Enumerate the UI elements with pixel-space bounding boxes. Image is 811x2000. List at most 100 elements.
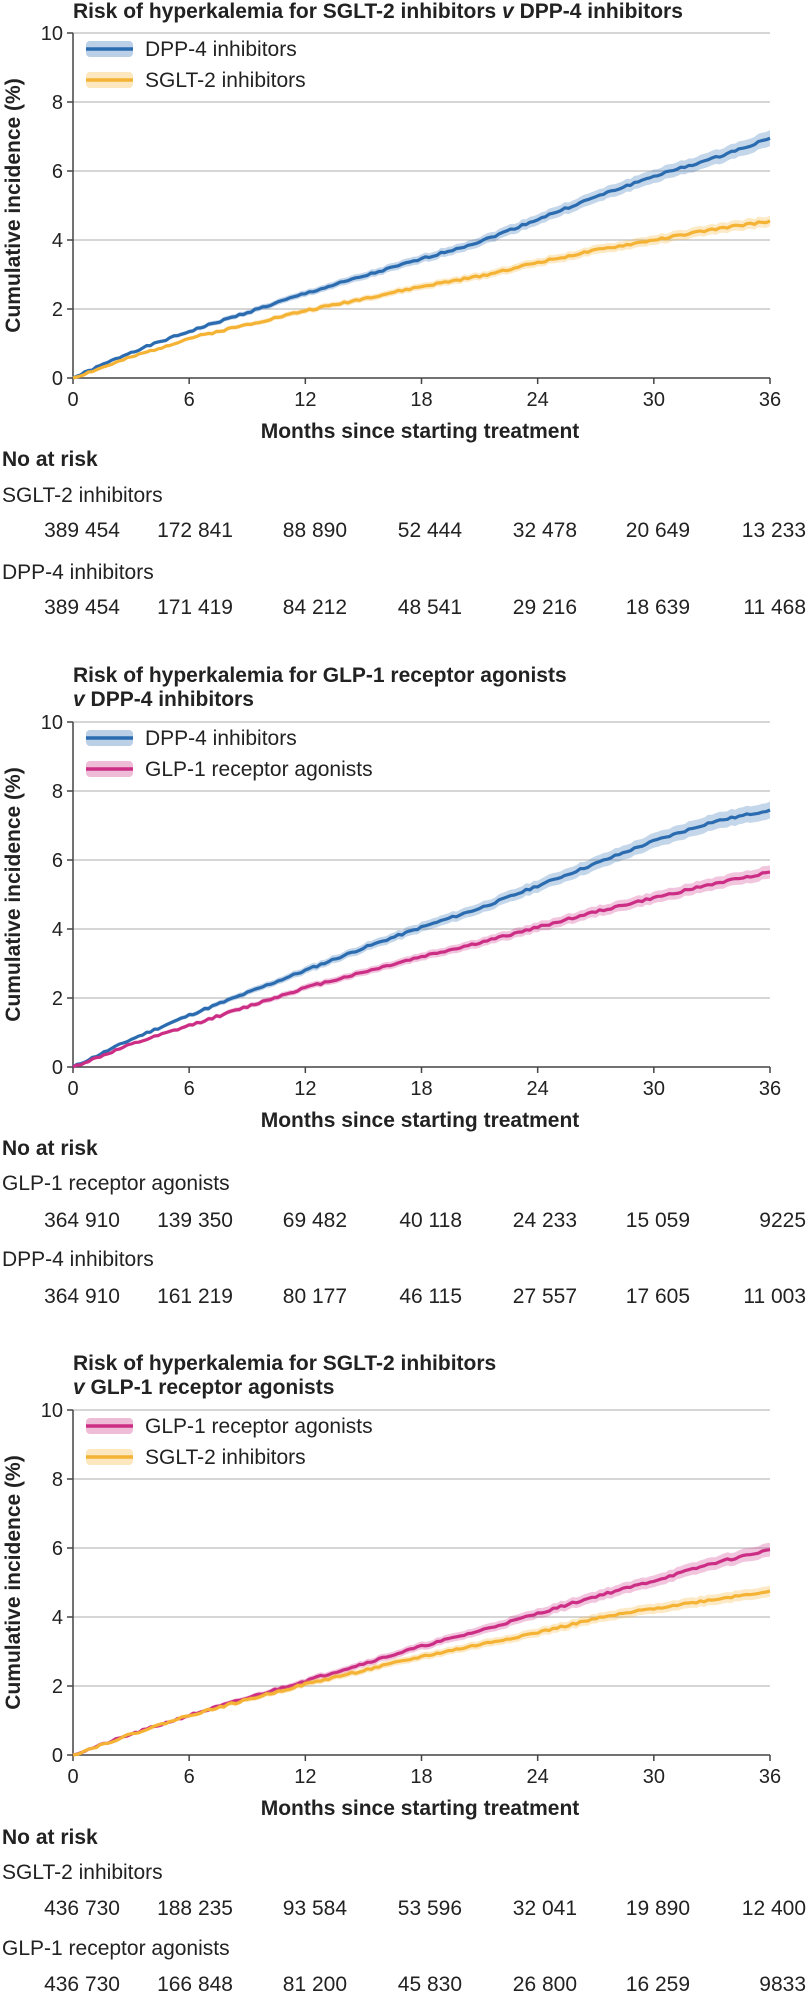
at-risk-count: 24 233 [512, 1209, 577, 1232]
at-risk-count: 389 454 [44, 596, 120, 619]
legend-label: GLP-1 receptor agonists [145, 758, 373, 781]
at-risk-group-label: SGLT-2 inhibitors [2, 1861, 163, 1884]
series-line [72, 136, 771, 380]
y-tick-label: 4 [52, 230, 63, 252]
at-risk-count: 9225 [759, 1209, 806, 1232]
at-risk-count: 364 910 [44, 1285, 120, 1308]
x-tick-label: 12 [294, 389, 316, 411]
x-tick-label: 36 [759, 1766, 781, 1788]
y-axis-label: Cumulative incidence (%) [2, 1455, 25, 1709]
y-tick-label: 0 [52, 1057, 63, 1079]
x-tick-label: 36 [759, 389, 781, 411]
y-axis-label: Cumulative incidence (%) [2, 78, 25, 332]
x-tick-label: 0 [67, 1078, 78, 1100]
at-risk-count: 29 216 [512, 596, 577, 619]
at-risk-row: 436 730 188 235 93 584 53 596 32 041 19 890 12… [0, 1897, 811, 1923]
at-risk-count: 53 596 [397, 1897, 462, 1920]
x-tick-label: 24 [527, 389, 549, 411]
at-risk-count: 40 118 [399, 1209, 462, 1232]
at-risk-count: 20 649 [625, 519, 690, 542]
at-risk-count: 172 841 [157, 519, 233, 542]
x-tick-label: 6 [184, 1078, 195, 1100]
at-risk-count: 48 541 [397, 596, 462, 619]
at-risk-count: 436 730 [44, 1973, 120, 1996]
at-risk-count: 93 584 [282, 1897, 347, 1920]
legend-label: GLP-1 receptor agonists [145, 1415, 373, 1438]
x-tick-label: 0 [67, 1766, 78, 1788]
confidence-band [73, 130, 770, 378]
at-risk-count: 166 848 [157, 1973, 233, 1996]
legend-label: DPP-4 inhibitors [145, 727, 297, 750]
y-tick-label: 4 [52, 919, 63, 941]
at-risk-count: 88 890 [282, 519, 347, 542]
at-risk-row: 389 454 171 419 84 212 48 541 29 216 18 639 11… [0, 596, 811, 622]
at-risk-count: 27 557 [512, 1285, 577, 1308]
y-axis-label: Cumulative incidence (%) [2, 767, 25, 1021]
x-tick-label: 18 [410, 389, 432, 411]
at-risk-count: 139 350 [157, 1209, 233, 1232]
at-risk-group-label: GLP-1 receptor agonists [2, 1937, 230, 1960]
at-risk-count: 16 259 [625, 1973, 690, 1996]
y-tick-label: 0 [52, 368, 63, 390]
y-tick-label: 6 [52, 161, 63, 183]
at-risk-heading: No at risk [2, 448, 98, 471]
x-tick-label: 24 [527, 1078, 549, 1100]
confidence-band [73, 1542, 770, 1755]
at-risk-count: 364 910 [44, 1209, 120, 1232]
x-tick-label: 18 [410, 1766, 432, 1788]
y-tick-label: 10 [41, 1400, 63, 1422]
at-risk-count: 80 177 [282, 1285, 347, 1308]
at-risk-count: 11 003 [743, 1285, 806, 1308]
at-risk-count: 18 639 [625, 596, 690, 619]
series-line [72, 219, 771, 380]
at-risk-count: 15 059 [625, 1209, 690, 1232]
series-line [72, 808, 771, 1069]
x-tick-label: 12 [294, 1078, 316, 1100]
confidence-band [73, 1585, 770, 1755]
at-risk-count: 46 115 [399, 1285, 462, 1308]
legend-label: SGLT-2 inhibitors [145, 69, 306, 92]
at-risk-heading: No at risk [2, 1826, 98, 1849]
at-risk-count: 81 200 [282, 1973, 347, 1996]
x-tick-label: 0 [67, 389, 78, 411]
at-risk-group-label: DPP-4 inhibitors [2, 1248, 154, 1271]
chart-title: Risk of hyperkalemia for SGLT-2 inhibito… [73, 1352, 497, 1399]
at-risk-row: 436 730 166 848 81 200 45 830 26 800 16 259 98… [0, 1973, 811, 1999]
x-tick-label: 30 [643, 389, 665, 411]
x-tick-label: 30 [643, 1766, 665, 1788]
y-tick-label: 6 [52, 1538, 63, 1560]
at-risk-count: 69 482 [282, 1209, 347, 1232]
series-line [72, 870, 771, 1069]
x-tick-label: 6 [184, 389, 195, 411]
chart-title: Risk of hyperkalemia for SGLT-2 inhibito… [73, 0, 683, 23]
y-tick-label: 6 [52, 850, 63, 872]
at-risk-row: 389 454 172 841 88 890 52 444 32 478 20 649 13… [0, 519, 811, 545]
at-risk-group-label: GLP-1 receptor agonists [2, 1172, 230, 1195]
y-tick-label: 8 [52, 781, 63, 803]
x-axis-label: Months since starting treatment [261, 1797, 580, 1820]
at-risk-count: 436 730 [44, 1897, 120, 1920]
x-axis-label: Months since starting treatment [261, 1109, 580, 1132]
y-tick-label: 10 [41, 712, 63, 734]
y-tick-label: 2 [52, 1676, 63, 1698]
confidence-band [73, 865, 770, 1067]
at-risk-count: 52 444 [397, 519, 462, 542]
y-tick-label: 0 [52, 1745, 63, 1767]
y-tick-label: 2 [52, 299, 63, 321]
series-line [72, 1589, 771, 1757]
confidence-band [73, 801, 770, 1067]
y-tick-label: 10 [41, 23, 63, 45]
at-risk-count: 84 212 [282, 596, 347, 619]
at-risk-heading: No at risk [2, 1137, 98, 1160]
x-axis-label: Months since starting treatment [261, 420, 580, 443]
at-risk-count: 9833 [759, 1973, 806, 1996]
at-risk-count: 45 830 [397, 1973, 462, 1996]
at-risk-count: 26 800 [512, 1973, 577, 1996]
y-tick-label: 4 [52, 1607, 63, 1629]
at-risk-group-label: SGLT-2 inhibitors [2, 484, 163, 507]
y-tick-label: 8 [52, 1469, 63, 1491]
x-tick-label: 36 [759, 1078, 781, 1100]
